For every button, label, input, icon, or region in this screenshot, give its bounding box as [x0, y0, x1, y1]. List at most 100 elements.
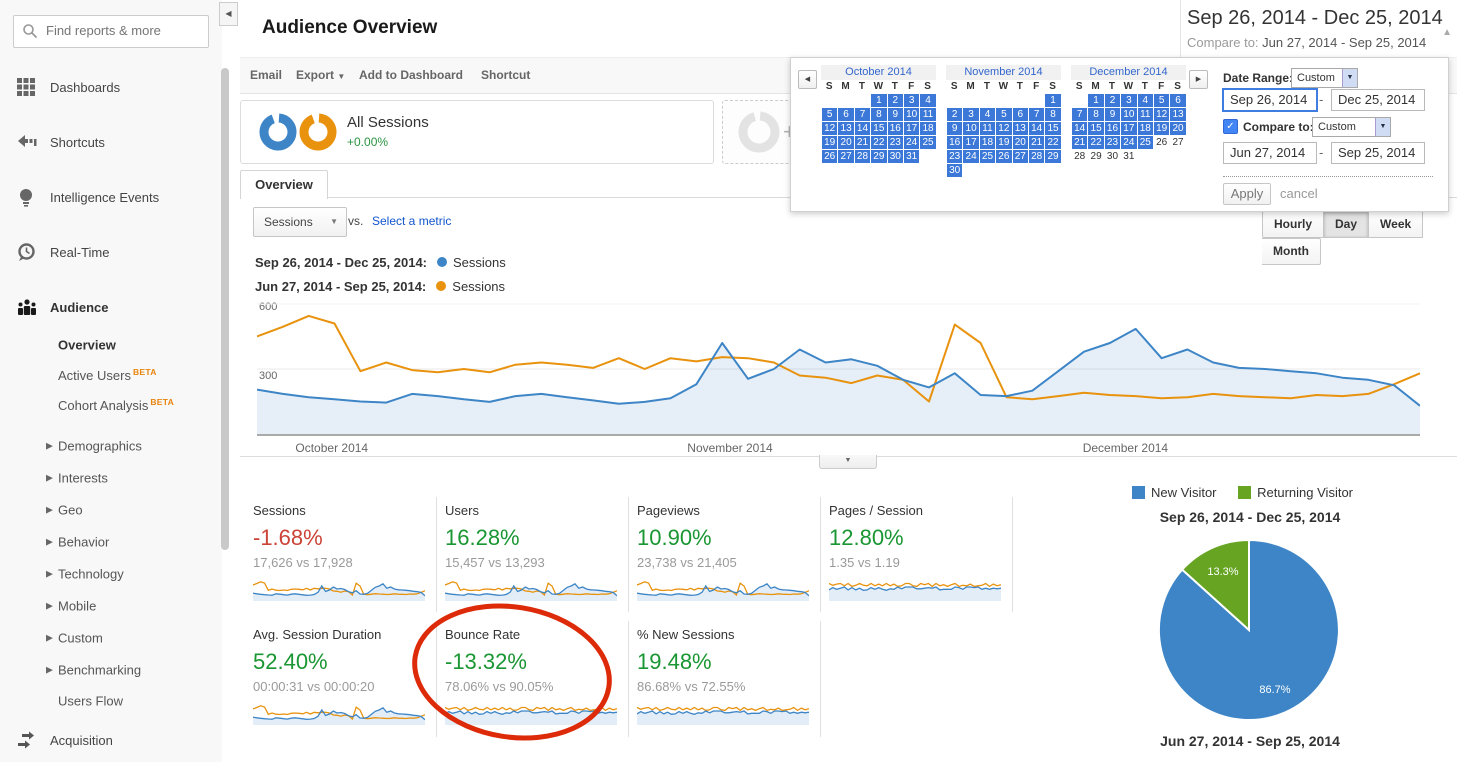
report-search[interactable] [13, 15, 209, 48]
calendar-day[interactable]: 4 [1137, 94, 1153, 107]
sidebar-subitem-active-users[interactable]: Active Users BETA [58, 366, 157, 384]
calendar-day[interactable]: 17 [1121, 122, 1137, 135]
calendar-day[interactable]: 30 [887, 150, 903, 163]
calendar-day[interactable]: 20 [1012, 136, 1028, 149]
calendar-day[interactable]: 4 [920, 94, 936, 107]
calendar-day[interactable]: 21 [1072, 136, 1088, 149]
calendar-prev-button[interactable]: ◀ [798, 70, 817, 89]
granularity-day[interactable]: Day [1324, 211, 1370, 238]
calendar-day[interactable]: 19 [1153, 122, 1170, 135]
calendar-day[interactable]: 3 [903, 94, 920, 107]
scorecard-users[interactable]: Users 16.28% 15,457 vs 13,293 [444, 503, 621, 606]
sidebar-item-dashboards[interactable]: Dashboards [0, 78, 222, 102]
calendar-day[interactable]: 27 [1172, 137, 1184, 148]
calendar-day[interactable]: 14 [1072, 122, 1088, 135]
compare-type-select[interactable]: Custom ▼ [1312, 117, 1391, 137]
calendar-day[interactable]: 26 [996, 150, 1012, 163]
calendar-day[interactable]: 24 [963, 150, 979, 163]
calendar-day[interactable]: 10 [963, 122, 979, 135]
calendar-day[interactable]: 29 [871, 150, 887, 163]
calendar-day[interactable]: 28 [1074, 151, 1086, 162]
calendar-day[interactable]: 28 [854, 150, 871, 163]
calendar-day[interactable]: 9 [887, 108, 903, 121]
calendar-day[interactable]: 11 [1137, 108, 1153, 121]
calendar-day[interactable]: 17 [963, 136, 979, 149]
scorecard-sessions[interactable]: Sessions -1.68% 17,626 vs 17,928 [252, 503, 429, 606]
granularity-week[interactable]: Week [1369, 211, 1424, 238]
calendar-day[interactable]: 31 [903, 150, 920, 163]
calendar-day[interactable]: 18 [920, 122, 936, 135]
scorecard-pageviews[interactable]: Pageviews 10.90% 23,738 vs 21,405 [636, 503, 813, 606]
calendar-day[interactable]: 9 [947, 122, 963, 135]
granularity-month[interactable]: Month [1262, 238, 1321, 265]
calendar-day[interactable]: 2 [947, 108, 963, 121]
calendar-day[interactable]: 21 [854, 136, 871, 149]
calendar-day[interactable]: 23 [1104, 136, 1121, 149]
sessions-line-chart[interactable] [257, 301, 1420, 434]
calendar-day[interactable]: 8 [1088, 108, 1104, 121]
sidebar-subitem-users-flow[interactable]: Users Flow [58, 693, 124, 709]
sidebar-collapse-button[interactable]: ◀ [219, 2, 238, 26]
metric-dropdown[interactable]: Sessions ▼ [253, 207, 347, 237]
calendar-next-button[interactable]: ▶ [1189, 70, 1208, 89]
calendar-day[interactable]: 3 [963, 108, 979, 121]
sidebar-subitem-overview[interactable]: Overview [58, 337, 116, 353]
sidebar-item-audience[interactable]: Audience [0, 298, 222, 322]
start-date-input[interactable]: Sep 26, 2014 [1222, 88, 1318, 112]
calendar-day[interactable]: 1 [1088, 94, 1104, 107]
collapse-triangle-icon[interactable]: ▲ [1442, 27, 1452, 38]
scorecard-bounce-rate[interactable]: Bounce Rate -13.32% 78.06% vs 90.05% [444, 627, 621, 730]
visitor-type-pie-chart[interactable]: 86.7% 13.3% [1157, 538, 1341, 722]
add-to-dashboard-button[interactable]: Add to Dashboard [359, 68, 463, 82]
calendar-day[interactable]: 12 [996, 122, 1012, 135]
calendar-day[interactable]: 22 [1045, 136, 1061, 149]
date-range-type-select[interactable]: Custom ▼ [1291, 68, 1358, 88]
sidebar-item-intelligence-events[interactable]: Intelligence Events [0, 188, 222, 212]
select-metric-link[interactable]: Select a metric [372, 214, 452, 228]
calendar-day[interactable]: 12 [1153, 108, 1170, 121]
calendar-day[interactable]: 26 [822, 150, 838, 163]
all-sessions-segment-card[interactable]: All Sessions +0.00% [240, 100, 714, 164]
calendar-day[interactable]: 12 [822, 122, 838, 135]
calendar-day[interactable]: 24 [903, 136, 920, 149]
sidebar-subitem-cohort-analysis[interactable]: Cohort Analysis BETA [58, 396, 175, 414]
sidebar-subitem-custom[interactable]: ▶ Custom [46, 630, 103, 646]
calendar-day[interactable]: 30 [1106, 151, 1119, 162]
calendar-day[interactable]: 15 [1045, 122, 1061, 135]
granularity-hourly[interactable]: Hourly [1262, 211, 1325, 238]
calendar-day[interactable]: 25 [979, 150, 996, 163]
scorecard--new-sessions[interactable]: % New Sessions 19.48% 86.68% vs 72.55% [636, 627, 813, 730]
calendar-day[interactable]: 15 [871, 122, 887, 135]
compare-start-input[interactable]: Jun 27, 2014 [1223, 142, 1317, 164]
calendar-day[interactable]: 8 [1045, 108, 1061, 121]
calendar-day[interactable]: 24 [1121, 136, 1137, 149]
calendar-day[interactable]: 19 [822, 136, 838, 149]
sidebar-subitem-interests[interactable]: ▶ Interests [46, 470, 108, 486]
calendar-day[interactable]: 22 [1088, 136, 1104, 149]
sidebar-subitem-behavior[interactable]: ▶ Behavior [46, 534, 110, 550]
calendar-day[interactable]: 23 [887, 136, 903, 149]
calendar-day[interactable]: 9 [1104, 108, 1121, 121]
sidebar-subitem-demographics[interactable]: ▶ Demographics [46, 438, 142, 454]
compare-end-input[interactable]: Sep 25, 2014 [1331, 142, 1425, 164]
calendar-day[interactable]: 11 [920, 108, 936, 121]
calendar-day[interactable]: 18 [1137, 122, 1153, 135]
calendar-day[interactable]: 2 [887, 94, 903, 107]
calendar-day[interactable]: 17 [903, 122, 920, 135]
calendar-day[interactable]: 6 [1012, 108, 1028, 121]
calendar-day[interactable]: 14 [1028, 122, 1045, 135]
sidebar-subitem-geo[interactable]: ▶ Geo [46, 502, 83, 518]
calendar-day[interactable]: 2 [1104, 94, 1121, 107]
calendar-day[interactable]: 25 [920, 136, 936, 149]
chart-collapse-button[interactable]: ▼ [819, 455, 877, 469]
calendar-day[interactable]: 4 [979, 108, 996, 121]
calendar-day[interactable]: 6 [1170, 94, 1186, 107]
calendar-day[interactable]: 13 [1170, 108, 1186, 121]
calendar-day[interactable]: 29 [1045, 150, 1061, 163]
end-date-input[interactable]: Dec 25, 2014 [1331, 89, 1425, 111]
email-button[interactable]: Email [250, 68, 283, 82]
calendar-day[interactable]: 6 [838, 108, 854, 121]
calendar-day[interactable]: 13 [838, 122, 854, 135]
cancel-link[interactable]: cancel [1280, 186, 1318, 201]
sidebar-subitem-technology[interactable]: ▶ Technology [46, 566, 124, 582]
